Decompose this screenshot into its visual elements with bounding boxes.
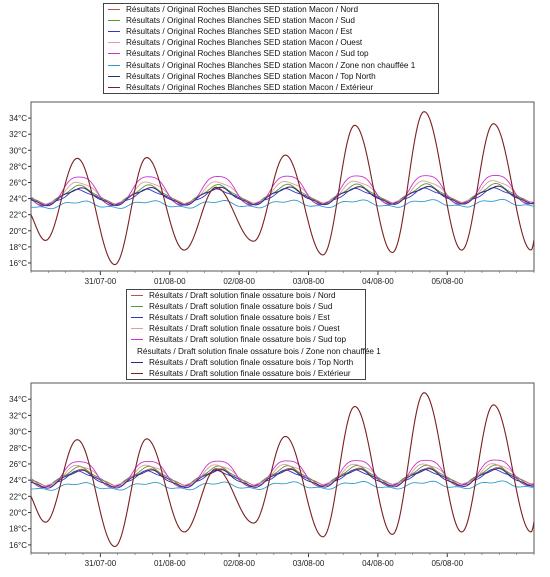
legend-entry: Résultats / Draft solution finale ossatu… (127, 334, 365, 345)
legend-label: Résultats / Original Roches Blanches SED… (126, 38, 363, 48)
legend-label: Résultats / Original Roches Blanches SED… (126, 60, 416, 70)
legend-entry: Résultats / Draft solution finale ossatu… (127, 368, 365, 379)
legend-label: Résultats / Draft solution finale ossatu… (149, 368, 351, 378)
legend-entry: Résultats / Original Roches Blanches SED… (104, 15, 438, 26)
y-tick-label: 20°C (9, 509, 27, 518)
legend-swatch (131, 295, 143, 297)
y-tick-label: 20°C (9, 227, 27, 236)
chart-bottom: 16°C 18°C 20°C 22°C 24°C 26°C 28°C 30°C 32°C 34°C… (9, 382, 535, 568)
y-tick-label: 30°C (9, 428, 27, 437)
y-tick-label: 18°C (9, 243, 27, 252)
x-tick-label: 04/08-00 (362, 559, 394, 568)
legend-swatch (131, 361, 143, 363)
legend-label: Résultats / Draft solution finale ossatu… (149, 302, 333, 312)
legend-entry: Résultats / Draft solution finale ossatu… (127, 357, 365, 368)
series-line (31, 198, 534, 210)
y-tick-label: 24°C (9, 195, 27, 204)
y-tick-label: 32°C (9, 411, 27, 420)
legend-swatch (131, 372, 143, 374)
series-line (31, 111, 534, 266)
legend-swatch (131, 317, 143, 319)
legend-label: Résultats / Original Roches Blanches SED… (126, 82, 374, 92)
legend-label: Résultats / Draft solution finale ossatu… (137, 346, 381, 356)
x-tick-label: 02/08-00 (223, 277, 255, 286)
x-tick-label: 04/08-00 (362, 277, 394, 286)
legend-bottom: Résultats / Draft solution finale ossatu… (126, 289, 381, 380)
legend-swatch (108, 86, 120, 88)
legend-entry: Résultats / Original Roches Blanches SED… (104, 37, 438, 48)
series-line (31, 480, 534, 491)
x-tick-label: 31/07-00 (85, 559, 117, 568)
legend-entry: Résultats / Draft solution finale ossatu… (127, 345, 381, 356)
y-tick-label: 16°C (9, 259, 27, 268)
chart-top: 16°C 18°C 20°C 22°C 24°C 26°C 28°C 30°C 32°C 34°C… (9, 101, 535, 286)
legend-label: Résultats / Original Roches Blanches SED… (126, 5, 359, 15)
legend-entry: Résultats / Draft solution finale ossatu… (127, 312, 365, 323)
legend-label: Résultats / Draft solution finale ossatu… (149, 335, 347, 345)
y-tick-label: 30°C (9, 146, 27, 155)
legend-swatch (108, 64, 120, 66)
y-tick-label: 26°C (9, 460, 27, 469)
legend-entry: Résultats / Draft solution finale ossatu… (127, 323, 365, 334)
legend-label: Résultats / Draft solution finale ossatu… (149, 313, 330, 323)
x-tick-label: 31/07-00 (85, 277, 117, 286)
x-tick-label: 03/08-00 (293, 559, 325, 568)
x-tick-label: 05/08-00 (431, 277, 463, 286)
y-tick-label: 28°C (9, 162, 27, 171)
legend-label: Résultats / Original Roches Blanches SED… (126, 49, 369, 59)
legend-label: Résultats / Original Roches Blanches SED… (126, 27, 353, 37)
x-tick-label: 03/08-00 (293, 277, 325, 286)
y-tick-label: 34°C (9, 114, 27, 123)
x-tick-label: 01/08-00 (154, 559, 186, 568)
y-tick-label: 22°C (9, 211, 27, 220)
legend-entry: Résultats / Original Roches Blanches SED… (104, 59, 438, 70)
legend-entry: Résultats / Original Roches Blanches SED… (104, 48, 438, 59)
series-line (31, 185, 534, 207)
legend-swatch (108, 9, 120, 11)
y-tick-label: 32°C (9, 130, 27, 139)
legend-swatch (108, 75, 120, 77)
legend-swatch (108, 42, 120, 44)
legend-swatch (131, 339, 143, 341)
y-tick-label: 26°C (9, 178, 27, 187)
legend-entry: Résultats / Draft solution finale ossatu… (127, 290, 365, 301)
legend-top: Résultats / Original Roches Blanches SED… (103, 3, 439, 94)
legend-label: Résultats / Draft solution finale ossatu… (149, 291, 336, 301)
legend-entry: Résultats / Original Roches Blanches SED… (104, 4, 438, 15)
series-line (31, 468, 534, 489)
legend-swatch (108, 20, 120, 22)
legend-entry: Résultats / Original Roches Blanches SED… (104, 71, 438, 82)
x-tick-label: 01/08-00 (154, 277, 186, 286)
legend-entry: Résultats / Draft solution finale ossatu… (127, 301, 365, 312)
y-tick-label: 28°C (9, 444, 27, 453)
legend-label: Résultats / Draft solution finale ossatu… (149, 357, 354, 367)
series-line (31, 392, 534, 548)
legend-label: Résultats / Draft solution finale ossatu… (149, 324, 340, 334)
legend-entry: Résultats / Original Roches Blanches SED… (104, 26, 438, 37)
x-tick-label: 05/08-00 (431, 559, 463, 568)
y-tick-label: 16°C (9, 541, 27, 550)
y-tick-label: 24°C (9, 476, 27, 485)
legend-swatch (131, 306, 143, 308)
x-tick-label: 02/08-00 (223, 559, 255, 568)
legend-label: Résultats / Original Roches Blanches SED… (126, 16, 355, 26)
legend-swatch (108, 31, 120, 33)
y-tick-label: 18°C (9, 525, 27, 534)
legend-swatch (131, 328, 143, 330)
y-tick-label: 34°C (9, 395, 27, 404)
y-tick-label: 22°C (9, 492, 27, 501)
legend-entry: Résultats / Original Roches Blanches SED… (104, 82, 438, 93)
legend-label: Résultats / Original Roches Blanches SED… (126, 71, 376, 81)
legend-swatch (108, 53, 120, 55)
